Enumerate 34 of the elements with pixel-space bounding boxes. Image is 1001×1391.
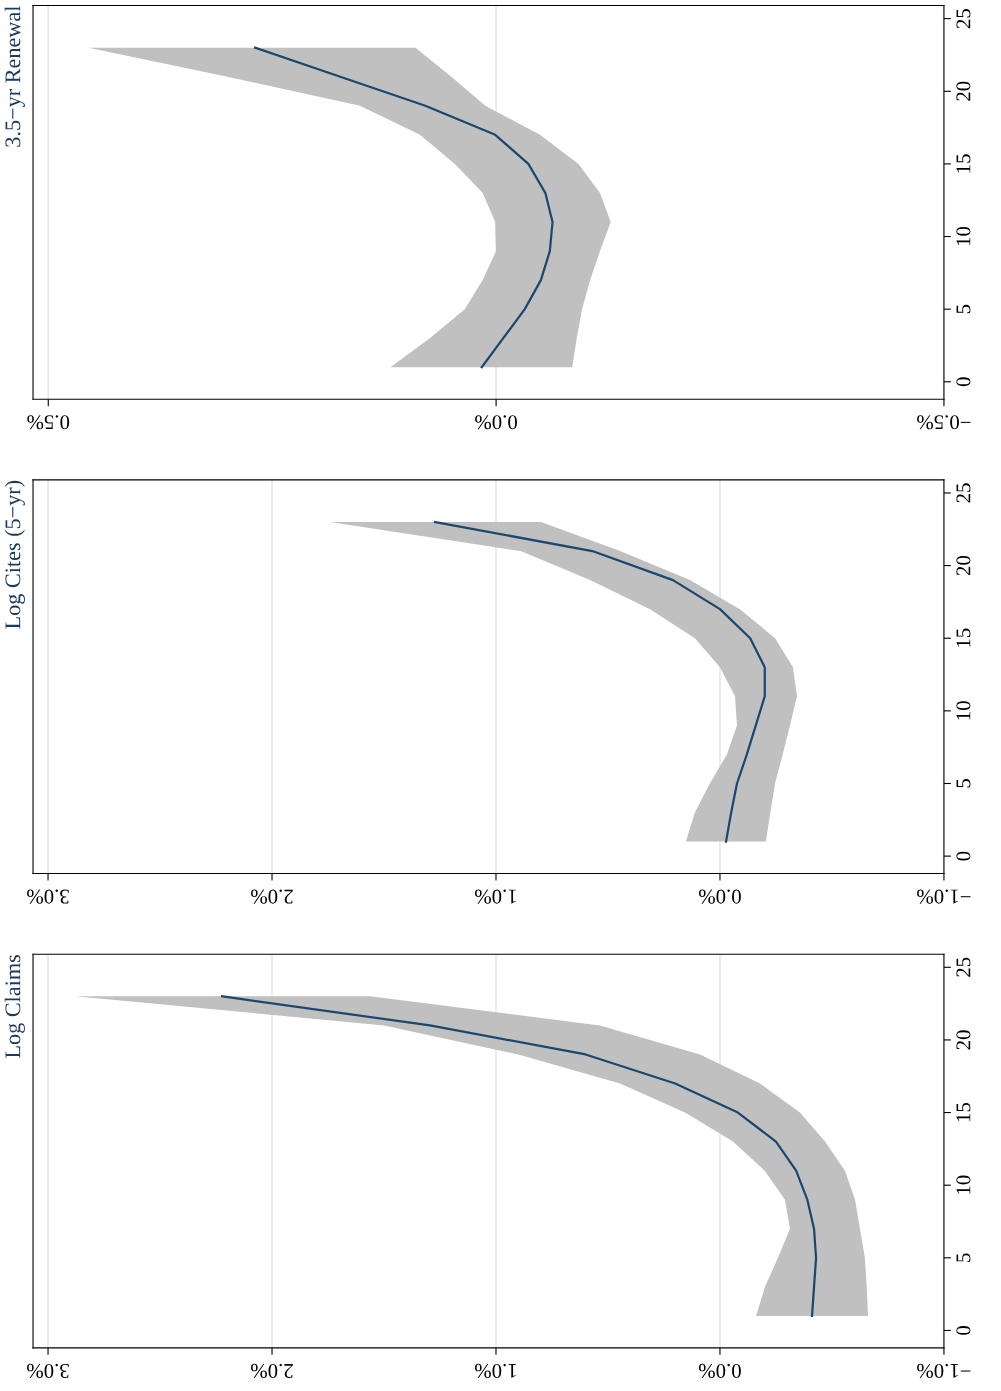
y-tick-label: 0	[956, 377, 971, 387]
x-tick-label: −1.0%	[917, 889, 971, 904]
text: Log Claims	[4, 955, 25, 1058]
x-tick-label: 2.0%	[251, 889, 293, 904]
x-tick-label: −1.0%	[917, 1363, 971, 1378]
x-tick-label: 0.0%	[698, 889, 741, 904]
y-tick-label: 5	[956, 304, 971, 314]
text: 3.5−yr Renewal	[4, 6, 25, 147]
y-tick-label: 20	[956, 81, 971, 101]
x-tick-label: 3.0%	[27, 889, 69, 904]
y-tick-label: 15	[956, 1102, 971, 1122]
y-tick-label: 10	[956, 1175, 971, 1194]
y-tick-label: 5	[956, 779, 971, 788]
x-tick-label: 1.0%	[475, 889, 516, 904]
y-tick-label: 0	[956, 851, 971, 861]
y-tick-label: 15	[956, 154, 971, 173]
x-tick-label: 0.5%	[27, 415, 70, 430]
y-tick-label: 15	[956, 628, 971, 647]
y-tick-label: 0	[956, 1326, 971, 1335]
x-tick-label: 3.0%	[27, 1363, 69, 1378]
y-tick-label: 20	[956, 555, 971, 576]
y-tick-label: 25	[956, 9, 971, 29]
y-tick-label: 10	[956, 226, 971, 246]
x-tick-label: −0.5%	[917, 415, 971, 430]
y-tick-label: 25	[956, 957, 971, 977]
text: Log Cites (5−yr)	[4, 480, 25, 629]
x-tick-label: 0.0%	[698, 1363, 741, 1378]
y-tick-label: 5	[956, 1253, 971, 1262]
x-tick-label: 2.0%	[251, 1363, 293, 1378]
x-tick-label: 1.0%	[475, 1363, 516, 1378]
y-tick-label: 20	[956, 1030, 971, 1050]
y-tick-label: 25	[956, 483, 971, 503]
x-tick-label: 0.0%	[475, 415, 517, 430]
y-tick-label: 10	[956, 701, 971, 720]
